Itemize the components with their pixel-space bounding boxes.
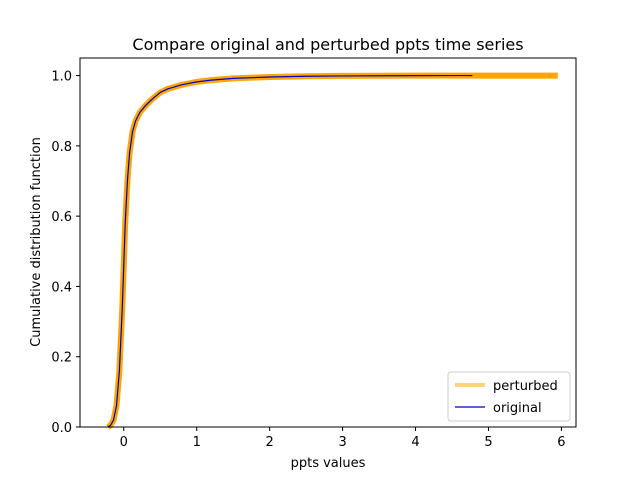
y-tick-label: 0.0 — [51, 421, 72, 436]
y-axis-label: Cumulative distribution function — [29, 137, 44, 347]
plot-frame — [79, 57, 577, 428]
x-axis-label: ppts values — [291, 456, 366, 471]
x-tick-label: 4 — [411, 435, 419, 450]
legend: perturbed original — [447, 371, 571, 422]
x-tick-label: 5 — [484, 435, 492, 450]
y-tick-label: 0.4 — [51, 280, 72, 295]
x-tick-label: 6 — [557, 435, 565, 450]
x-tick-label: 3 — [338, 435, 346, 450]
axes: 0 1 2 3 4 5 6 0.0 0.2 0.4 0.6 0.8 1.0 — [51, 57, 577, 450]
plot-area — [106, 72, 558, 430]
legend-label-perturbed: perturbed — [493, 379, 558, 394]
chart-title: Compare original and perturbed ppts time… — [132, 35, 523, 54]
y-tick-label: 0.8 — [51, 140, 72, 155]
y-tick-label: 0.6 — [51, 210, 72, 225]
series-line-original — [107, 74, 473, 428]
x-tick-label: 0 — [120, 435, 128, 450]
legend-label-original: original — [493, 401, 542, 416]
x-tick-label: 1 — [193, 435, 201, 450]
x-tick-label: 2 — [266, 435, 274, 450]
y-tick-label: 0.2 — [51, 351, 72, 366]
y-tick-label: 1.0 — [51, 70, 72, 85]
